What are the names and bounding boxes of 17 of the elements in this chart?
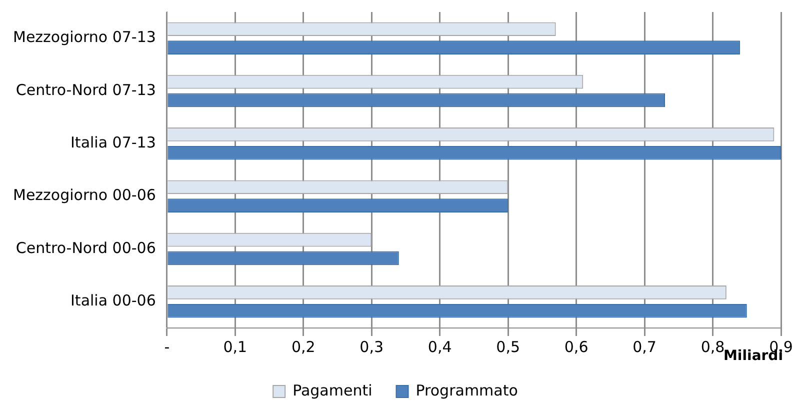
y-tick-label: Italia 00-06 — [70, 292, 156, 310]
x-tick-label: 0,6 — [564, 338, 588, 356]
x-tick-label: 0,2 — [291, 338, 316, 356]
legend-label: Pagamenti — [292, 381, 372, 400]
x-tick-label: 0,3 — [360, 338, 384, 356]
legend-label: Programmato — [416, 381, 518, 400]
y-tick-label: Centro-Nord 00-06 — [16, 238, 156, 257]
y-tick-label: Italia 07-13 — [70, 134, 156, 152]
y-tick-label: Mezzogiorno 00-06 — [12, 186, 156, 204]
x-tick-label: 0,1 — [223, 338, 248, 356]
x-tick-label: 0,4 — [428, 338, 452, 356]
x-tick-label: 0,7 — [632, 338, 656, 356]
y-tick-label: Centro-Nord 07-13 — [16, 80, 156, 99]
x-tick-label: 0,5 — [496, 338, 520, 356]
x-tick-label: 0,8 — [700, 338, 725, 356]
x-tick-label: - — [164, 338, 170, 356]
y-tick-label: Mezzogiorno 07-13 — [12, 28, 156, 46]
